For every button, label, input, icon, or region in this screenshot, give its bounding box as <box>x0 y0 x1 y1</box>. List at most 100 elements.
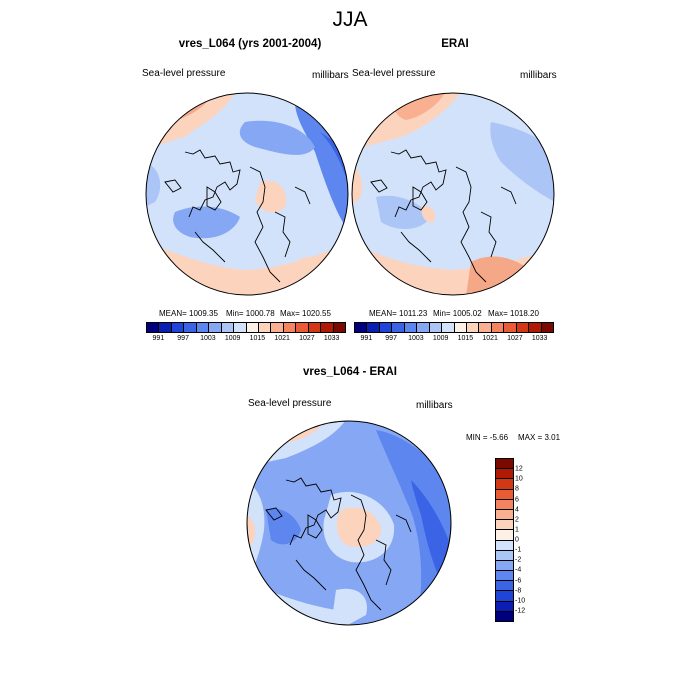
colorbar-swatch <box>496 560 513 572</box>
colorbar-swatch <box>321 323 334 332</box>
colorbar-swatch <box>392 323 405 332</box>
colorbar-swatch <box>496 530 513 541</box>
colorbar-tick-label: 10 <box>515 475 523 483</box>
colorbar-swatch <box>184 323 197 332</box>
panel-1-units-label: millibars <box>312 70 349 81</box>
panel-1-colorbar <box>146 322 346 333</box>
panel-2-variable-label: Sea-level pressure <box>352 68 436 79</box>
colorbar-swatch <box>496 601 513 612</box>
panel-1-max: Max= 1020.55 <box>280 309 331 318</box>
colorbar-tick-label: 1033 <box>323 335 340 342</box>
colorbar-tick-label: -2 <box>515 556 522 564</box>
panel-2-title: ERAI <box>441 38 469 50</box>
colorbar-swatch <box>442 323 455 332</box>
panel-2-min: Min= 1005.02 <box>433 309 482 318</box>
colorbar-swatch <box>159 323 172 332</box>
colorbar-swatch <box>221 323 235 332</box>
panel-1-polar-map <box>145 92 349 296</box>
colorbar-swatch <box>496 509 513 521</box>
colorbar-swatch <box>496 499 513 510</box>
colorbar-swatch <box>258 323 272 332</box>
figure-title: JJA <box>332 8 368 31</box>
colorbar-swatch <box>496 571 513 582</box>
panel-1-min: Min= 1000.78 <box>226 309 275 318</box>
colorbar-tick-label: 1033 <box>531 335 548 342</box>
colorbar-tick-label: 12 <box>515 465 523 473</box>
colorbar-tick-label: -8 <box>515 587 522 595</box>
colorbar-tick-label: 1021 <box>482 335 498 342</box>
colorbar-swatch <box>209 323 222 332</box>
colorbar-tick-label: 991 <box>152 335 165 342</box>
colorbar-swatch <box>196 323 210 332</box>
colorbar-tick-label: 1009 <box>224 335 241 342</box>
colorbar-tick-label: 1027 <box>507 335 523 342</box>
colorbar-swatch <box>283 323 297 332</box>
colorbar-swatch <box>496 469 513 480</box>
colorbar-swatch <box>429 323 443 332</box>
colorbar-tick-label: 2 <box>515 516 519 524</box>
colorbar-tick-label: -10 <box>515 597 526 605</box>
panel-3-units-label: millibars <box>416 400 453 411</box>
colorbar-swatch <box>496 581 513 592</box>
colorbar-tick-label: 1015 <box>249 335 266 342</box>
panel-3-polar-map <box>246 420 452 626</box>
colorbar-tick-label: 1003 <box>408 335 424 342</box>
panel-2-mean: MEAN= 1011.23 <box>369 309 428 318</box>
colorbar-tick-label: 1009 <box>432 335 449 342</box>
colorbar-swatch <box>496 489 513 500</box>
colorbar-swatch <box>496 550 513 561</box>
colorbar-swatch <box>333 323 345 332</box>
colorbar-tick-label: 1 <box>515 526 519 534</box>
colorbar-tick-label: 4 <box>515 506 519 514</box>
colorbar-swatch <box>246 323 259 332</box>
panel-3-max: MAX = 3.01 <box>518 433 561 442</box>
panel-2-polar-map <box>351 92 555 296</box>
panel-3-title: vres_L064 - ERAI <box>303 366 397 378</box>
colorbar-swatch <box>296 323 309 332</box>
colorbar-swatch <box>466 323 480 332</box>
colorbar-tick-label: 997 <box>385 335 397 342</box>
colorbar-swatch <box>496 459 513 470</box>
colorbar-swatch <box>379 323 393 332</box>
colorbar-swatch <box>541 323 553 332</box>
panel-1-mean: MEAN= 1009.35 <box>159 309 218 318</box>
colorbar-swatch <box>404 323 418 332</box>
colorbar-swatch <box>496 540 513 551</box>
colorbar-tick-label: 991 <box>360 335 373 342</box>
panel-2-units-label: millibars <box>520 70 557 81</box>
panel-3-variable-label: Sea-level pressure <box>248 398 332 409</box>
colorbar-swatch <box>417 323 430 332</box>
colorbar-tick-label: 997 <box>177 335 189 342</box>
colorbar-swatch <box>454 323 467 332</box>
colorbar-tick-label: 1003 <box>200 335 216 342</box>
colorbar-swatch <box>496 479 513 490</box>
panel-3-colorbar <box>495 458 514 622</box>
colorbar-tick-label: -12 <box>515 607 526 615</box>
panel-3-min: MIN = -5.66 <box>466 433 509 442</box>
colorbar-swatch <box>516 323 530 332</box>
colorbar-tick-label: 1015 <box>457 335 474 342</box>
colorbar-swatch <box>308 323 322 332</box>
colorbar-swatch <box>496 520 513 531</box>
colorbar-swatch <box>171 323 185 332</box>
colorbar-tick-label: 8 <box>515 485 519 493</box>
panel-2-colorbar <box>354 322 554 333</box>
colorbar-swatch <box>271 323 284 332</box>
colorbar-swatch <box>491 323 505 332</box>
colorbar-swatch <box>147 323 160 332</box>
colorbar-tick-label: -6 <box>515 577 522 584</box>
colorbar-tick-label: -4 <box>515 566 522 574</box>
colorbar-tick-label: 1027 <box>299 335 315 342</box>
panel-2-max: Max= 1018.20 <box>488 309 539 318</box>
colorbar-swatch <box>355 323 368 332</box>
colorbar-tick-label: 1021 <box>274 335 290 342</box>
colorbar-tick-label: -1 <box>515 546 522 554</box>
colorbar-swatch <box>504 323 517 332</box>
panel-1-variable-label: Sea-level pressure <box>142 68 226 79</box>
colorbar-swatch <box>496 611 513 621</box>
colorbar-tick-label: 6 <box>515 496 519 503</box>
colorbar-swatch <box>479 323 492 332</box>
panel-1-title: vres_L064 (yrs 2001-2004) <box>178 38 322 50</box>
colorbar-swatch <box>529 323 542 332</box>
colorbar-swatch <box>234 323 247 332</box>
